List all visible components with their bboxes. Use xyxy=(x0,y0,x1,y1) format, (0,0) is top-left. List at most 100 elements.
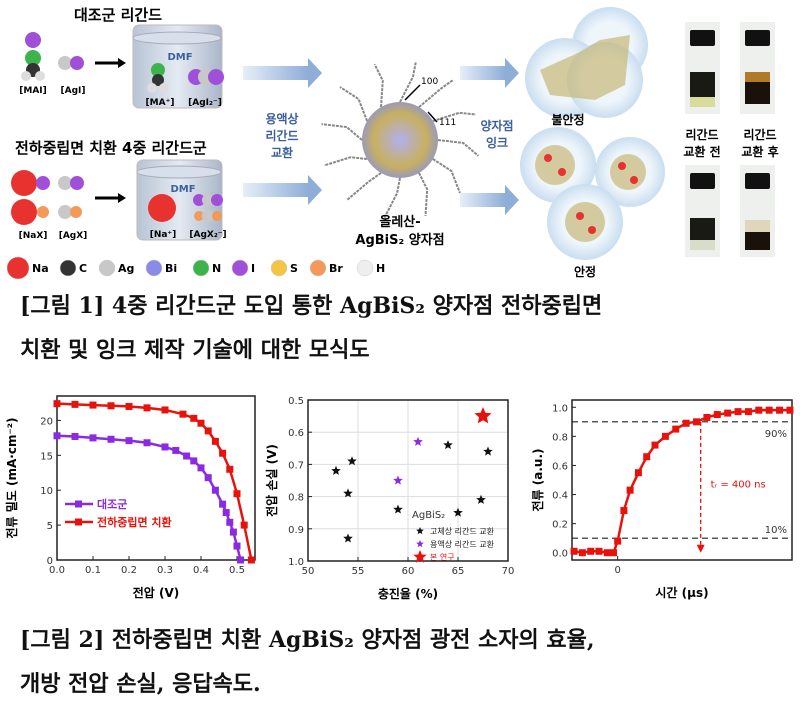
data-point xyxy=(393,475,403,485)
facet-111-label: 111 xyxy=(439,118,456,128)
exchange-label-1: 용액상 xyxy=(265,111,298,126)
x-axis-label: 전압 (V) xyxy=(133,585,180,600)
control-ligand-title: 대조군 리간드 xyxy=(74,6,162,24)
data-point xyxy=(776,406,784,414)
rise-time-label: tᵣ = 400 ns xyxy=(711,479,766,490)
y-tick-label: 20 xyxy=(40,416,53,427)
data-point xyxy=(71,432,79,440)
ink-label-1: 양자점 xyxy=(480,118,513,133)
plot-frame xyxy=(56,395,256,561)
threshold-label-90: 90% xyxy=(765,429,787,440)
unstable-label: 불안정 xyxy=(551,112,584,127)
unstable-aggregate xyxy=(525,7,648,118)
x-tick-label: 55 xyxy=(352,566,365,577)
stable-label: 안정 xyxy=(574,264,596,279)
y-axis-label: 전류 (a.u.) xyxy=(530,449,545,512)
legend-marker xyxy=(75,518,82,526)
data-point xyxy=(347,456,357,466)
y-tick-label: 0.6 xyxy=(552,461,568,472)
x-axis-label: 충진율 (%) xyxy=(378,586,438,601)
x-tick-label: 60 xyxy=(402,566,415,577)
data-point xyxy=(233,490,241,498)
legend-swatch-c xyxy=(59,259,77,277)
data-point xyxy=(179,410,187,418)
data-point xyxy=(53,400,61,408)
black-arrow-icon xyxy=(95,193,126,203)
legend-title: AgBiS₂ xyxy=(412,510,445,521)
series-line xyxy=(56,434,242,561)
quad-ligand-title: 전하중립면 치환 4중 리간드군 xyxy=(15,139,207,157)
data-point xyxy=(247,556,255,564)
vial-before-bottom xyxy=(685,165,720,257)
x-tick-label: 70 xyxy=(502,566,515,577)
data-point xyxy=(204,474,212,482)
ligand-chain xyxy=(339,86,369,122)
data-point xyxy=(578,549,586,557)
legend-marker xyxy=(416,527,424,535)
data-point xyxy=(226,465,234,473)
dmf-label: DMF xyxy=(167,52,192,63)
y-tick-label: 0.5 xyxy=(288,396,304,407)
data-point xyxy=(219,500,227,508)
blue-arrow-icon xyxy=(243,175,322,205)
x-tick-label: 0.5 xyxy=(229,565,245,576)
blue-arrow-icon xyxy=(460,185,519,215)
y-axis-label: 전압 손실 (V) xyxy=(264,444,279,517)
y-tick-label: 5 xyxy=(47,521,53,532)
y-tick-label: 0.9 xyxy=(288,525,304,536)
beaker-control xyxy=(132,24,223,109)
data-point xyxy=(587,547,595,555)
vial-after-bottom xyxy=(740,165,775,257)
agx2-label: [AgX₂⁻] xyxy=(189,230,226,240)
data-point xyxy=(483,446,493,456)
nax-molecules xyxy=(11,170,50,225)
ligand-chain xyxy=(399,61,417,103)
data-point xyxy=(570,547,578,555)
data-point xyxy=(713,411,721,419)
data-point xyxy=(620,507,628,515)
legend-label-h: H xyxy=(376,262,385,275)
data-point xyxy=(143,439,151,447)
data-point xyxy=(610,549,618,557)
dmf-label: DMF xyxy=(170,184,195,195)
vial-before-label-1: 리간드 xyxy=(685,127,718,142)
black-arrow-icon xyxy=(95,58,126,68)
data-point xyxy=(595,547,603,555)
data-point xyxy=(474,407,492,424)
agx-molecules xyxy=(58,176,84,219)
legend-marker xyxy=(413,550,427,563)
y-tick-label: 0.2 xyxy=(552,520,568,531)
data-point xyxy=(190,414,198,422)
vial-before-label-2: 교환 전 xyxy=(683,144,720,159)
agbis2-quantum-dot xyxy=(362,102,438,178)
data-point xyxy=(190,457,198,465)
legend-label: 전하중립면 치환 xyxy=(97,515,172,529)
figure1-caption-line2: 치환 및 잉크 제작 기술에 대한 모식도 xyxy=(20,337,370,363)
data-point xyxy=(161,406,169,414)
blue-arrow-icon xyxy=(460,58,519,88)
exchange-label-3: 교환 xyxy=(271,145,293,160)
legend-swatch-na xyxy=(6,256,30,280)
data-point xyxy=(233,542,241,550)
mai-molecule xyxy=(21,32,45,81)
agi2-label: [AgI₂⁻] xyxy=(188,98,222,108)
y-tick-label: 1.0 xyxy=(552,403,568,414)
legend-label-bi: Bi xyxy=(165,262,177,275)
legend-marker xyxy=(416,540,424,548)
ligand-chain xyxy=(321,123,363,141)
data-point xyxy=(222,509,230,517)
ligand-chain xyxy=(432,158,461,194)
data-point xyxy=(107,435,115,443)
figure2-caption-line2: 개방 전압 손실, 응답속도. xyxy=(20,671,261,697)
y-tick-label: 1.0 xyxy=(288,557,304,568)
exchange-label-2: 리간드 xyxy=(265,128,298,143)
jv-curve-chart: 0.0 0.1 0.2 0.3 0.4 0.5 0 5 10 15 20 전압 (V) 전류 밀도 (m… xyxy=(4,395,256,600)
ligand-chain xyxy=(383,177,401,219)
legend-label-n: N xyxy=(212,262,221,275)
data-point xyxy=(724,409,732,417)
legend-label: 본 연구 xyxy=(430,553,455,562)
figure1-caption: [그림 1] 4중 리간드군 도입 통한 AgBiS₂ 양자점 전하중립면 치환… xyxy=(20,284,795,372)
legend-label-c: C xyxy=(79,262,87,275)
figure2-caption-line1: [그림 2] 전하중립면 치환 AgBiS₂ 양자점 광전 소자의 효율, xyxy=(20,627,595,653)
legend-swatch-ag xyxy=(98,259,116,277)
